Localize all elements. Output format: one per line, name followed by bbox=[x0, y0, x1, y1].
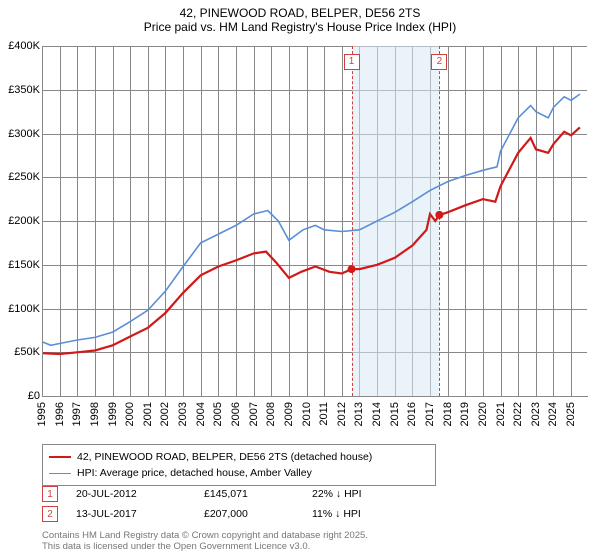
legend-label: 42, PINEWOOD ROAD, BELPER, DE56 2TS (det… bbox=[77, 451, 372, 463]
x-tick-label: 2009 bbox=[283, 402, 295, 426]
sale-callout-1: 1 bbox=[344, 54, 360, 70]
title-subtitle: Price paid vs. HM Land Registry's House … bbox=[0, 20, 600, 34]
y-tick-label: £250K bbox=[2, 171, 40, 183]
series-line bbox=[42, 127, 580, 354]
x-tick-label: 2001 bbox=[142, 402, 154, 426]
x-tick-label: 2003 bbox=[177, 402, 189, 426]
x-tick-label: 2010 bbox=[301, 402, 313, 426]
x-tick-label: 2000 bbox=[124, 402, 136, 426]
sale-hpi-diff: 11% ↓ HPI bbox=[312, 508, 432, 520]
x-tick-label: 2012 bbox=[336, 402, 348, 426]
sale-price: £145,071 bbox=[204, 488, 294, 500]
x-tick-label: 2018 bbox=[442, 402, 454, 426]
x-tick-label: 1995 bbox=[36, 402, 48, 426]
sale-price: £207,000 bbox=[204, 508, 294, 520]
x-tick-label: 2020 bbox=[477, 402, 489, 426]
x-tick-label: 2008 bbox=[265, 402, 277, 426]
x-tick-label: 2019 bbox=[459, 402, 471, 426]
series-lines bbox=[42, 46, 587, 396]
legend-item: 42, PINEWOOD ROAD, BELPER, DE56 2TS (det… bbox=[49, 449, 429, 465]
x-tick-label: 2007 bbox=[248, 402, 260, 426]
x-tick-label: 1998 bbox=[89, 402, 101, 426]
sale-summary: 1 20-JUL-2012 £145,071 22% ↓ HPI 2 13-JUL-201… bbox=[42, 484, 582, 524]
x-tick-label: 2006 bbox=[230, 402, 242, 426]
x-tick-label: 2022 bbox=[512, 402, 524, 426]
series-line bbox=[42, 94, 580, 345]
sale-row: 1 20-JUL-2012 £145,071 22% ↓ HPI bbox=[42, 484, 582, 504]
x-tick-label: 1999 bbox=[107, 402, 119, 426]
x-tick-label: 2024 bbox=[547, 402, 559, 426]
y-tick-label: £50K bbox=[2, 346, 40, 358]
chart-title: 42, PINEWOOD ROAD, BELPER, DE56 2TS Pric… bbox=[0, 0, 600, 34]
x-tick-label: 2004 bbox=[195, 402, 207, 426]
legend-swatch bbox=[49, 456, 71, 458]
y-tick-label: £300K bbox=[2, 128, 40, 140]
y-tick-label: £400K bbox=[2, 40, 40, 52]
sale-row: 2 13-JUL-2017 £207,000 11% ↓ HPI bbox=[42, 504, 582, 524]
x-tick-label: 2013 bbox=[353, 402, 365, 426]
sale-badge: 1 bbox=[42, 486, 58, 502]
x-tick-label: 2025 bbox=[565, 402, 577, 426]
title-address: 42, PINEWOOD ROAD, BELPER, DE56 2TS bbox=[0, 6, 600, 20]
sale-callout-2: 2 bbox=[431, 54, 447, 70]
legend-label: HPI: Average price, detached house, Ambe… bbox=[77, 467, 312, 479]
sale-badge: 2 bbox=[42, 506, 58, 522]
legend: 42, PINEWOOD ROAD, BELPER, DE56 2TS (det… bbox=[42, 444, 436, 486]
x-tick-label: 2014 bbox=[371, 402, 383, 426]
y-tick-label: £0 bbox=[2, 390, 40, 402]
footer-attribution: Contains HM Land Registry data © Crown c… bbox=[42, 530, 582, 553]
sale-point bbox=[348, 265, 356, 273]
y-tick-label: £150K bbox=[2, 259, 40, 271]
sale-point bbox=[435, 211, 443, 219]
chart-area: £0 £50K £100K £150K £200K £250K £300K £350K £400… bbox=[0, 40, 600, 440]
y-gridline bbox=[42, 396, 587, 397]
footer-line1: Contains HM Land Registry data © Crown c… bbox=[42, 530, 582, 541]
x-tick-label: 2016 bbox=[406, 402, 418, 426]
sale-date: 13-JUL-2017 bbox=[76, 508, 186, 520]
x-tick-label: 2011 bbox=[318, 402, 330, 426]
sale-hpi-diff: 22% ↓ HPI bbox=[312, 488, 432, 500]
x-tick-label: 1996 bbox=[54, 402, 66, 426]
y-tick-label: £350K bbox=[2, 84, 40, 96]
x-tick-label: 2002 bbox=[159, 402, 171, 426]
x-tick-label: 2005 bbox=[212, 402, 224, 426]
x-tick-label: 2021 bbox=[495, 402, 507, 426]
footer-line2: This data is licensed under the Open Gov… bbox=[42, 541, 582, 552]
x-tick-label: 2023 bbox=[530, 402, 542, 426]
legend-item: HPI: Average price, detached house, Ambe… bbox=[49, 465, 429, 481]
y-tick-label: £200K bbox=[2, 215, 40, 227]
x-tick-label: 2015 bbox=[389, 402, 401, 426]
legend-swatch bbox=[49, 473, 71, 474]
y-tick-label: £100K bbox=[2, 303, 40, 315]
sale-date: 20-JUL-2012 bbox=[76, 488, 186, 500]
x-tick-label: 2017 bbox=[424, 402, 436, 426]
x-tick-label: 1997 bbox=[71, 402, 83, 426]
